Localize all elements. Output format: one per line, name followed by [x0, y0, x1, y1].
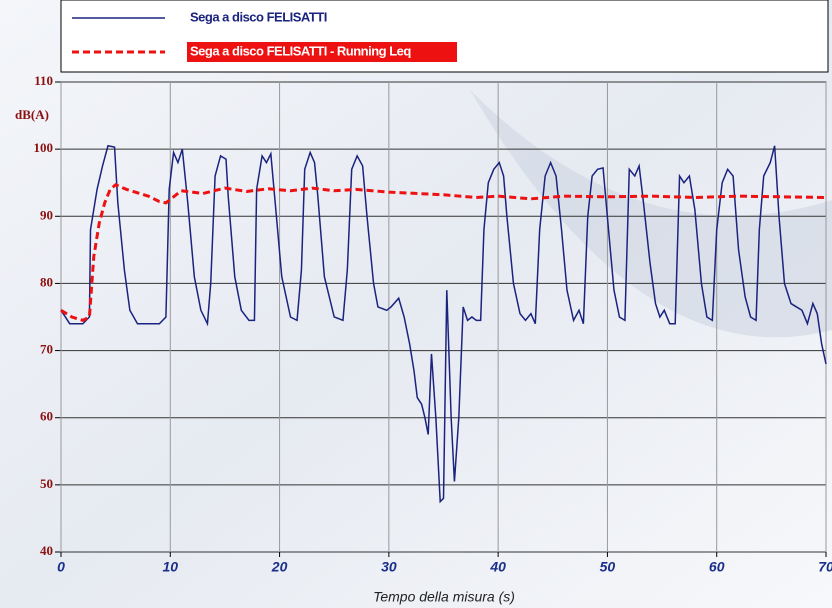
y-tick-label: 90	[40, 207, 53, 222]
y-tick-label: 60	[40, 409, 53, 424]
x-tick-label: 30	[381, 559, 397, 575]
x-tick-label: 50	[600, 559, 616, 575]
legend-label: Sega a disco FELISATTI	[190, 9, 327, 24]
legend-label: Sega a disco FELISATTI - Running Leq	[190, 43, 411, 58]
x-tick-label: 0	[57, 559, 65, 575]
legend-highlight	[187, 42, 457, 62]
y-tick-label: 110	[34, 73, 53, 88]
y-tick-label: 80	[40, 274, 53, 289]
y-tick-label: 70	[40, 342, 53, 357]
x-tick-label: 60	[709, 559, 725, 575]
y-tick-label: 50	[40, 476, 53, 491]
x-tick-label: 10	[162, 559, 178, 575]
data-line	[60, 144, 827, 504]
y-tick-label: 40	[40, 543, 53, 558]
x-tick-label: 20	[271, 559, 288, 575]
x-tick-label: 40	[489, 559, 506, 575]
x-tick-label: 70	[818, 559, 832, 575]
x-axis-label: Tempo della misura (s)	[373, 589, 515, 605]
y-tick-label: 100	[34, 140, 54, 155]
data-line	[60, 182, 827, 322]
y-axis-label: dB(A)	[15, 107, 49, 122]
